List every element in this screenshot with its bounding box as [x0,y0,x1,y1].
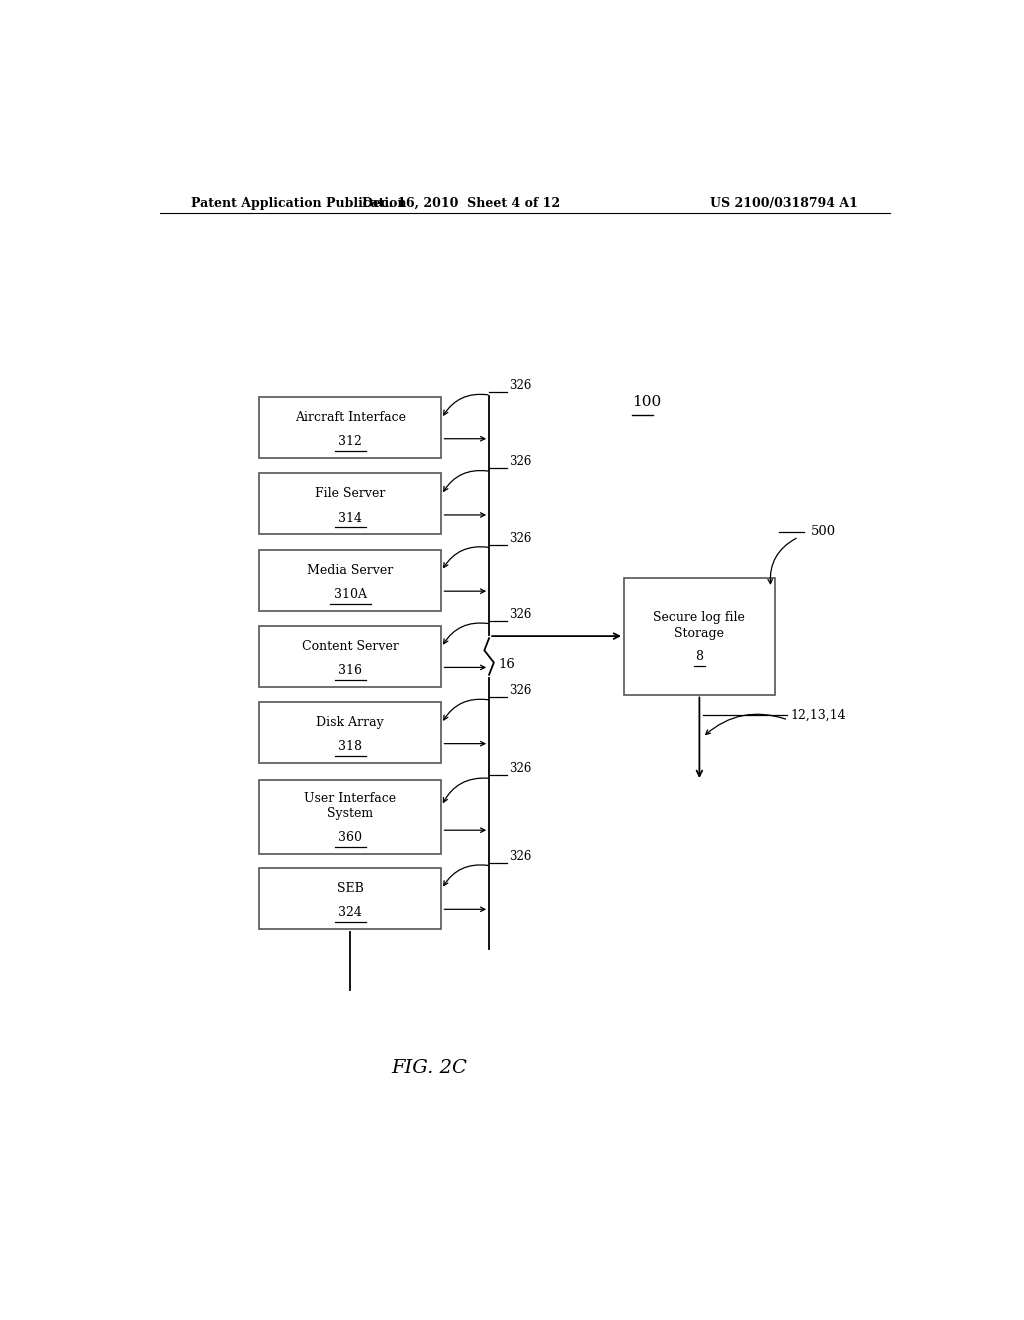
Text: 326: 326 [509,379,531,392]
Text: 16: 16 [499,659,515,671]
Text: SEB: SEB [337,882,364,895]
Text: 326: 326 [509,609,531,620]
Text: FIG. 2C: FIG. 2C [391,1059,468,1077]
FancyArrowPatch shape [443,395,487,414]
FancyArrowPatch shape [443,700,487,719]
Text: 326: 326 [509,850,531,863]
Bar [624,578,775,694]
Bar [259,867,441,929]
Text: 318: 318 [338,741,362,754]
Text: File Server: File Server [315,487,385,500]
Text: 312: 312 [338,436,362,449]
Bar [259,397,441,458]
Bar [259,702,441,763]
Text: 326: 326 [509,532,531,545]
Text: User Interface: User Interface [304,792,396,805]
Bar [259,474,441,535]
Text: Media Server: Media Server [307,564,393,577]
Text: Secure log file: Secure log file [653,611,745,624]
Text: 326: 326 [509,763,531,775]
FancyArrowPatch shape [706,714,785,734]
Text: 12,13,14: 12,13,14 [791,709,846,721]
Bar [259,626,441,686]
FancyArrowPatch shape [443,777,487,803]
Text: Aircraft Interface: Aircraft Interface [295,411,406,424]
Text: 100: 100 [632,395,662,409]
Text: Dec. 16, 2010  Sheet 4 of 12: Dec. 16, 2010 Sheet 4 of 12 [362,197,560,210]
Text: 500: 500 [811,525,836,539]
FancyArrowPatch shape [768,539,796,583]
Text: 360: 360 [338,830,362,843]
Text: System: System [327,808,374,821]
Bar [259,549,441,611]
Text: Content Server: Content Server [302,640,398,653]
Text: 310A: 310A [334,587,367,601]
Text: 326: 326 [509,684,531,697]
Text: 324: 324 [338,906,362,919]
FancyArrowPatch shape [443,623,487,644]
FancyArrowPatch shape [443,546,487,568]
FancyArrowPatch shape [443,865,487,886]
Bar [259,780,441,854]
Text: Storage: Storage [675,627,724,640]
Text: 326: 326 [509,455,531,469]
Text: 314: 314 [338,512,362,525]
Text: US 2100/0318794 A1: US 2100/0318794 A1 [711,197,858,210]
FancyArrowPatch shape [443,470,487,491]
Text: 316: 316 [338,664,362,677]
Text: Patent Application Publication: Patent Application Publication [191,197,407,210]
Text: Disk Array: Disk Array [316,715,384,729]
Text: 8: 8 [695,649,703,663]
